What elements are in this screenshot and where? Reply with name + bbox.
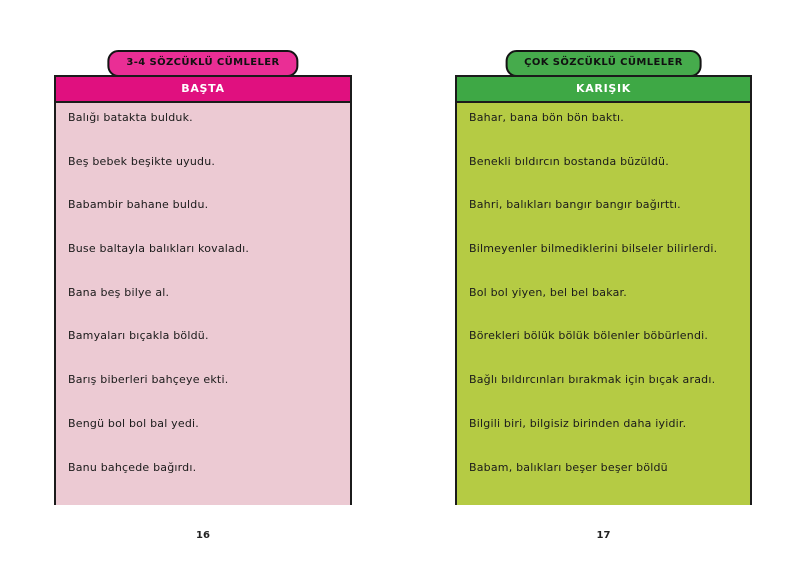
right-sentence-card: KARIŞIK Bahar, bana bön bön baktı. Benek… bbox=[455, 75, 752, 505]
left-sentence-area: Balığı batakta bulduk. Beş bebek beşikte… bbox=[56, 103, 350, 505]
sentence-item: Buse baltayla balıkları kovaladı. bbox=[68, 242, 250, 256]
left-sentence-card: BAŞTA Balığı batakta bulduk. Beş bebek b… bbox=[54, 75, 352, 505]
left-category-badge: 3-4 SÖZCÜKLÜ CÜMLELER bbox=[107, 50, 299, 77]
sentence-item: Bana beş bilye al. bbox=[68, 285, 170, 299]
sentence-item: Babambir bahane buldu. bbox=[68, 198, 209, 212]
sentence-item: Benekli bıldırcın bostanda büzüldü. bbox=[469, 154, 669, 168]
sentence-item: Beş bebek beşikte uyudu. bbox=[68, 154, 216, 168]
sentence-item: Bağlı bıldırcınları bırakmak için bıçak … bbox=[469, 373, 716, 387]
left-page-panel: 3-4 SÖZCÜKLÜ CÜMLELER BAŞTA Balığı batak… bbox=[54, 50, 352, 505]
sentence-item: Bamyaları bıçakla böldü. bbox=[68, 329, 209, 343]
sentence-item: Börekleri bölük bölük bölenler böbürlend… bbox=[469, 329, 709, 343]
sentence-item: Babam, balıkları beşer beşer böldü bbox=[469, 460, 668, 474]
sentence-item: Bol bol yiyen, bel bel bakar. bbox=[469, 285, 627, 299]
sentence-item: Bilmeyenler bilmediklerini bilseler bili… bbox=[469, 242, 718, 256]
sentence-item: Bilgili biri, bilgisiz birinden daha iyi… bbox=[469, 416, 687, 430]
right-category-badge: ÇOK SÖZCÜKLÜ CÜMLELER bbox=[505, 50, 702, 77]
page-number-right: 17 bbox=[596, 530, 611, 541]
sentence-item: Bahri, balıkları bangır bangır bağırttı. bbox=[469, 198, 681, 212]
sentence-item: Balığı batakta bulduk. bbox=[68, 111, 193, 124]
right-sentence-area: Bahar, bana bön bön baktı. Benekli bıldı… bbox=[457, 103, 750, 505]
sentence-item: Barış biberleri bahçeye ekti. bbox=[68, 373, 229, 387]
right-sentence-list: Bahar, bana bön bön baktı. Benekli bıldı… bbox=[457, 103, 750, 504]
right-section-header: KARIŞIK bbox=[457, 77, 750, 103]
sentence-item: Bengü bol bol bal yedi. bbox=[68, 416, 199, 430]
right-page-panel: ÇOK SÖZCÜKLÜ CÜMLELER KARIŞIK Bahar, ban… bbox=[455, 50, 752, 505]
sentence-item: Bahar, bana bön bön baktı. bbox=[469, 111, 624, 124]
left-section-header: BAŞTA bbox=[56, 77, 350, 103]
sentence-item: Banu bahçede bağırdı. bbox=[68, 460, 197, 474]
left-sentence-list: Balığı batakta bulduk. Beş bebek beşikte… bbox=[56, 103, 350, 504]
page-number-left: 16 bbox=[196, 530, 210, 541]
